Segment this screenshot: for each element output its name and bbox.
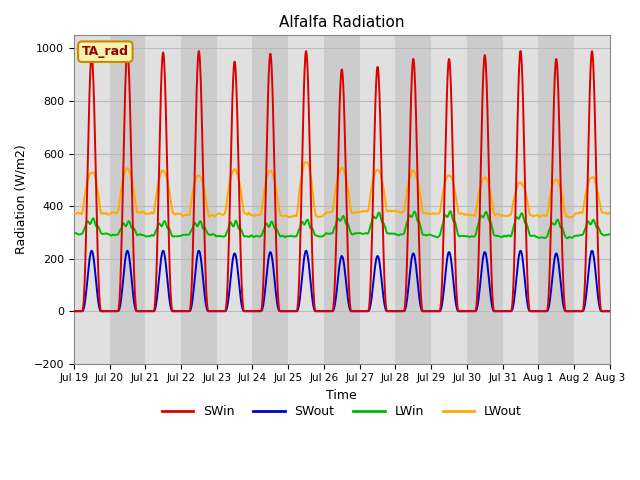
LWin — [176, 233, 184, 239]
SWout — [542, 308, 550, 314]
Bar — [288, 36, 324, 364]
LWin — [605, 231, 613, 237]
SWin — [177, 308, 184, 314]
LWout — [605, 210, 613, 216]
LWout — [70, 210, 77, 216]
LWin — [70, 230, 77, 236]
SWin — [250, 308, 257, 314]
Bar — [431, 36, 467, 364]
Bar — [109, 36, 145, 364]
SWin — [70, 308, 77, 314]
LWout — [495, 212, 503, 217]
SWout — [189, 290, 197, 296]
Text: TA_rad: TA_rad — [82, 45, 129, 58]
Line: LWin: LWin — [74, 211, 609, 238]
SWout — [425, 308, 433, 314]
SWout — [177, 308, 184, 314]
LWout — [566, 215, 574, 220]
Bar — [217, 36, 252, 364]
LWout — [302, 159, 310, 165]
SWin — [495, 308, 503, 314]
Bar — [467, 36, 502, 364]
X-axis label: Time: Time — [326, 389, 357, 402]
Bar — [360, 36, 396, 364]
SWin — [605, 308, 613, 314]
LWin — [189, 225, 196, 230]
Line: SWout: SWout — [74, 251, 609, 311]
LWout — [425, 211, 433, 217]
SWout — [70, 308, 77, 314]
LWin — [495, 233, 503, 239]
Line: SWin: SWin — [74, 51, 609, 311]
LWin — [564, 235, 572, 241]
Bar — [502, 36, 538, 364]
LWout — [249, 213, 257, 218]
Bar — [538, 36, 574, 364]
SWout — [495, 308, 503, 314]
SWout — [250, 308, 257, 314]
Title: Alfalfa Radiation: Alfalfa Radiation — [279, 15, 404, 30]
LWout — [189, 188, 196, 194]
LWout — [176, 211, 184, 216]
Y-axis label: Radiation (W/m2): Radiation (W/m2) — [15, 144, 28, 254]
Bar — [574, 36, 610, 364]
Bar — [396, 36, 431, 364]
SWin — [425, 308, 433, 314]
SWin — [124, 48, 131, 54]
SWout — [605, 308, 613, 314]
Bar — [252, 36, 288, 364]
LWout — [542, 213, 550, 219]
Legend: SWin, SWout, LWin, LWout: SWin, SWout, LWin, LWout — [157, 400, 527, 423]
Bar — [74, 36, 109, 364]
Bar — [145, 36, 181, 364]
Line: LWout: LWout — [74, 162, 609, 217]
LWin — [425, 232, 433, 238]
LWin — [249, 234, 257, 240]
Bar — [181, 36, 217, 364]
SWin — [542, 308, 550, 314]
SWin — [189, 230, 197, 236]
LWin — [446, 208, 454, 214]
Bar — [324, 36, 360, 364]
SWout — [88, 248, 95, 253]
LWin — [542, 234, 550, 240]
